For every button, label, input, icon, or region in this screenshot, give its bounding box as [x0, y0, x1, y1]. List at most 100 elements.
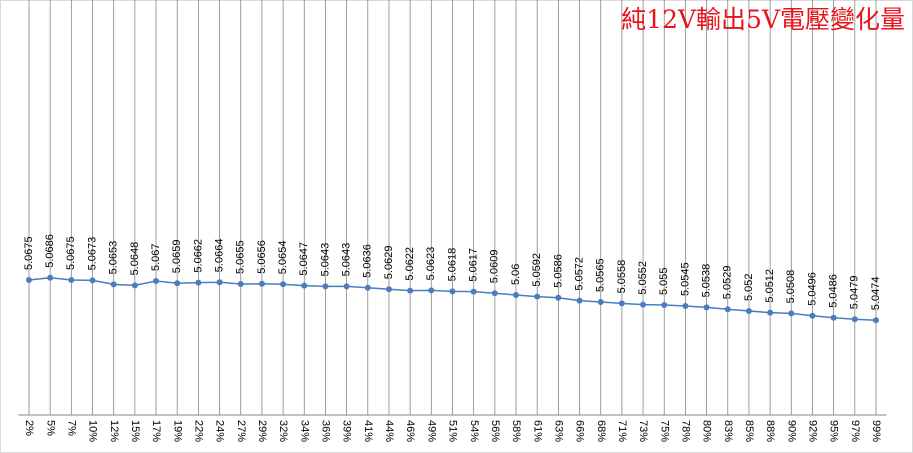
x-tick-label: 78%: [680, 420, 692, 442]
data-label: 5.0654: [277, 241, 289, 275]
marker: [682, 303, 689, 309]
marker: [724, 306, 731, 313]
data-label: 5.055: [658, 267, 670, 295]
marker: [343, 283, 350, 290]
x-tick-label: 41%: [362, 420, 374, 442]
data-label: 5.0636: [362, 244, 374, 278]
marker: [25, 277, 32, 283]
x-tick-label: 99%: [870, 420, 882, 442]
marker: [153, 278, 160, 284]
data-label: 5.0629: [383, 246, 395, 280]
x-tick-label: 95%: [828, 420, 840, 442]
data-label: 5.0662: [192, 239, 204, 273]
grid: [18, 0, 887, 416]
marker: [470, 288, 477, 295]
data-label: 5.0653: [108, 241, 120, 275]
data-label: 5.0474: [870, 277, 882, 311]
data-label: 5.052: [743, 273, 755, 301]
x-tick-label: 75%: [658, 420, 670, 442]
data-label: 5.0512: [764, 269, 776, 303]
data-label: 5.0592: [531, 253, 543, 287]
marker: [322, 283, 329, 290]
marker: [68, 277, 75, 283]
x-tick-label: 12%: [108, 420, 120, 442]
x-tick-label: 2%: [23, 420, 35, 436]
x-tick-label: 66%: [574, 420, 586, 442]
chart-title: 純12V輸出5V電壓變化量: [621, 5, 905, 34]
marker: [788, 310, 795, 317]
marker: [216, 279, 223, 286]
marker: [364, 284, 371, 291]
x-tick-label: 83%: [722, 420, 734, 442]
x-tick-label: 49%: [425, 420, 437, 442]
x-tick-label: 73%: [637, 420, 649, 442]
marker: [872, 317, 879, 324]
marker: [407, 287, 414, 294]
x-tick-label: 56%: [489, 420, 501, 442]
data-label: 5.0479: [849, 276, 861, 310]
marker: [597, 299, 604, 305]
data-label: 5.0586: [552, 254, 564, 288]
x-tick-label: 54%: [468, 420, 480, 442]
marker: [428, 287, 435, 294]
x-tick-label: 90%: [785, 420, 797, 442]
x-tick-label: 51%: [447, 420, 459, 442]
marker: [491, 290, 498, 297]
data-label: 5.0659: [171, 240, 183, 274]
data-label: 5.0609: [489, 250, 501, 284]
data-label: 5.0496: [806, 272, 818, 306]
marker: [640, 301, 647, 308]
data-label: 5.0675: [23, 236, 35, 270]
x-tick-label: 5%: [44, 420, 56, 436]
marker: [131, 282, 138, 289]
data-label: 5.0623: [425, 247, 437, 281]
data-label: 5.0617: [468, 248, 480, 282]
x-tick-label: 71%: [616, 420, 628, 442]
data-label: 5.0655: [235, 240, 247, 274]
x-tick-label: 97%: [849, 420, 861, 442]
marker: [174, 280, 181, 287]
marker: [661, 302, 668, 308]
marker: [555, 294, 562, 301]
x-tick-label: 36%: [320, 420, 332, 442]
marker: [385, 286, 392, 293]
x-tick-label: 58%: [510, 420, 522, 442]
marker: [301, 282, 308, 289]
data-label: 5.0618: [446, 248, 458, 282]
data-label: 5.0622: [404, 247, 416, 281]
data-label: 5.0565: [595, 258, 607, 292]
x-tick-label: 17%: [150, 420, 162, 442]
x-tick-label: 80%: [701, 420, 713, 442]
marker: [449, 288, 456, 295]
x-tick-label: 24%: [214, 420, 226, 442]
marker: [195, 279, 202, 286]
marker: [89, 277, 96, 284]
marker: [280, 281, 287, 288]
marker: [767, 309, 774, 316]
x-tick-label: 61%: [531, 420, 543, 442]
data-label: 5.0538: [700, 264, 712, 298]
data-label: 5.0664: [213, 239, 225, 273]
x-tick-label: 39%: [341, 420, 353, 442]
x-tick-label: 63%: [552, 420, 564, 442]
x-tick-label: 15%: [129, 420, 141, 442]
data-label: 5.0656: [256, 240, 268, 274]
data-label: 5.0686: [44, 234, 56, 268]
data-label: 5.0508: [785, 270, 797, 304]
x-tick-label: 22%: [192, 420, 204, 442]
data-label: 5.0572: [573, 257, 585, 291]
marker: [851, 316, 858, 323]
marker: [110, 281, 117, 288]
x-tick-label: 34%: [298, 420, 310, 442]
data-label: 5.0648: [129, 242, 141, 276]
data-label: 5.0673: [86, 237, 98, 271]
x-tick-label: 7%: [65, 420, 77, 436]
x-tick-label: 46%: [404, 420, 416, 442]
data-label: 5.0552: [637, 261, 649, 295]
marker: [618, 300, 625, 307]
x-tick-label: 85%: [743, 420, 755, 442]
data-label: 5.0558: [616, 260, 628, 294]
